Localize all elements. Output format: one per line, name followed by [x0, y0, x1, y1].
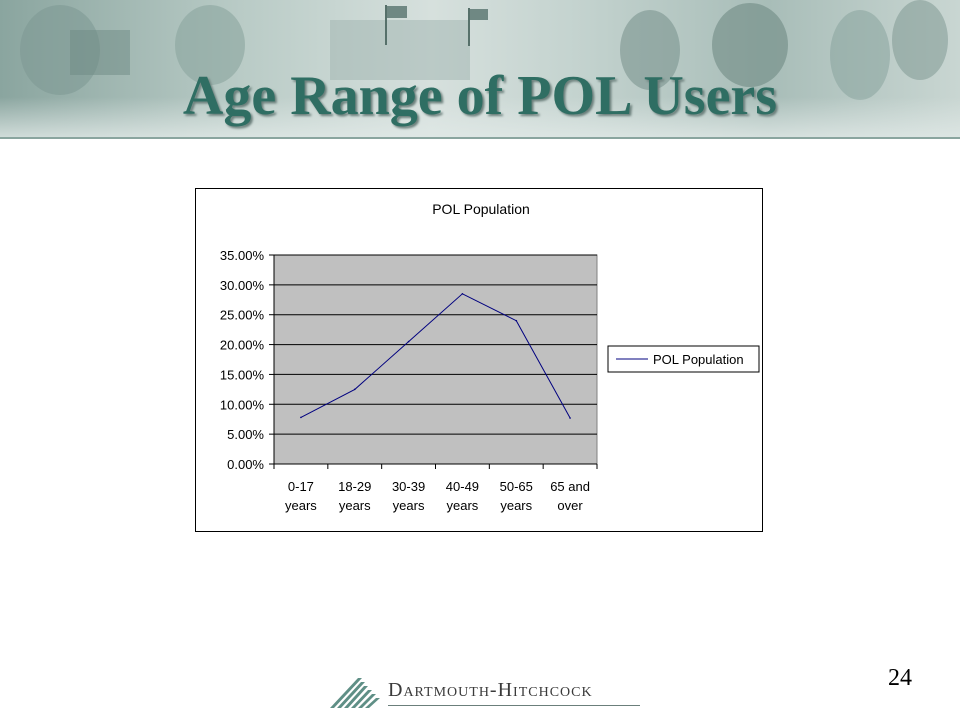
x-tick-label: 40-49 years	[446, 479, 479, 513]
banner-photo-collage	[20, 0, 948, 100]
y-tick-label: 20.00%	[220, 338, 265, 353]
line-chart: POL Population 0.00% 5.00% 10.00% 15.00% 20.0…	[220, 201, 760, 513]
y-tick-label: 35.00%	[220, 248, 265, 263]
plot-area	[273, 254, 598, 465]
data-point	[461, 293, 464, 295]
x-tick-label: 50-65 years	[500, 479, 533, 513]
x-tick-label: 30-39 years	[392, 479, 425, 513]
y-tick-label: 30.00%	[220, 278, 265, 293]
dartmouth-hitchcock-logo-icon	[330, 678, 380, 708]
y-tick-label: 10.00%	[220, 397, 265, 412]
data-point	[515, 319, 518, 322]
data-point	[569, 417, 571, 419]
logo-wordmark: Dartmouth-Hitchcock	[388, 679, 593, 701]
x-tick-label: 18-29 years	[338, 479, 371, 513]
logo-underline	[388, 705, 640, 706]
data-point	[300, 416, 302, 419]
x-tick-label: 0-17 years	[285, 479, 317, 513]
legend-label: POL Population	[653, 352, 744, 367]
y-tick-label: 5.00%	[227, 427, 264, 442]
y-tick-label: 0.00%	[227, 457, 264, 472]
data-point	[353, 388, 356, 391]
y-tick-label: 15.00%	[220, 367, 265, 382]
chart-title: POL Population	[432, 201, 530, 217]
page-number: 24	[888, 665, 912, 691]
banner-divider	[0, 137, 960, 139]
header-banner	[0, 0, 960, 137]
x-tick-label: 65 and over	[550, 479, 590, 513]
chart-area: POL Population 0.00% 5.00% 10.00% 15.00% 20.0…	[195, 188, 763, 532]
y-tick-label: 25.00%	[220, 308, 265, 323]
slide-title: Age Range of POL Users	[182, 65, 778, 127]
data-point	[407, 340, 410, 343]
series-line	[300, 293, 571, 419]
logo-text: Dartmouth-Hitchcock	[388, 679, 593, 702]
